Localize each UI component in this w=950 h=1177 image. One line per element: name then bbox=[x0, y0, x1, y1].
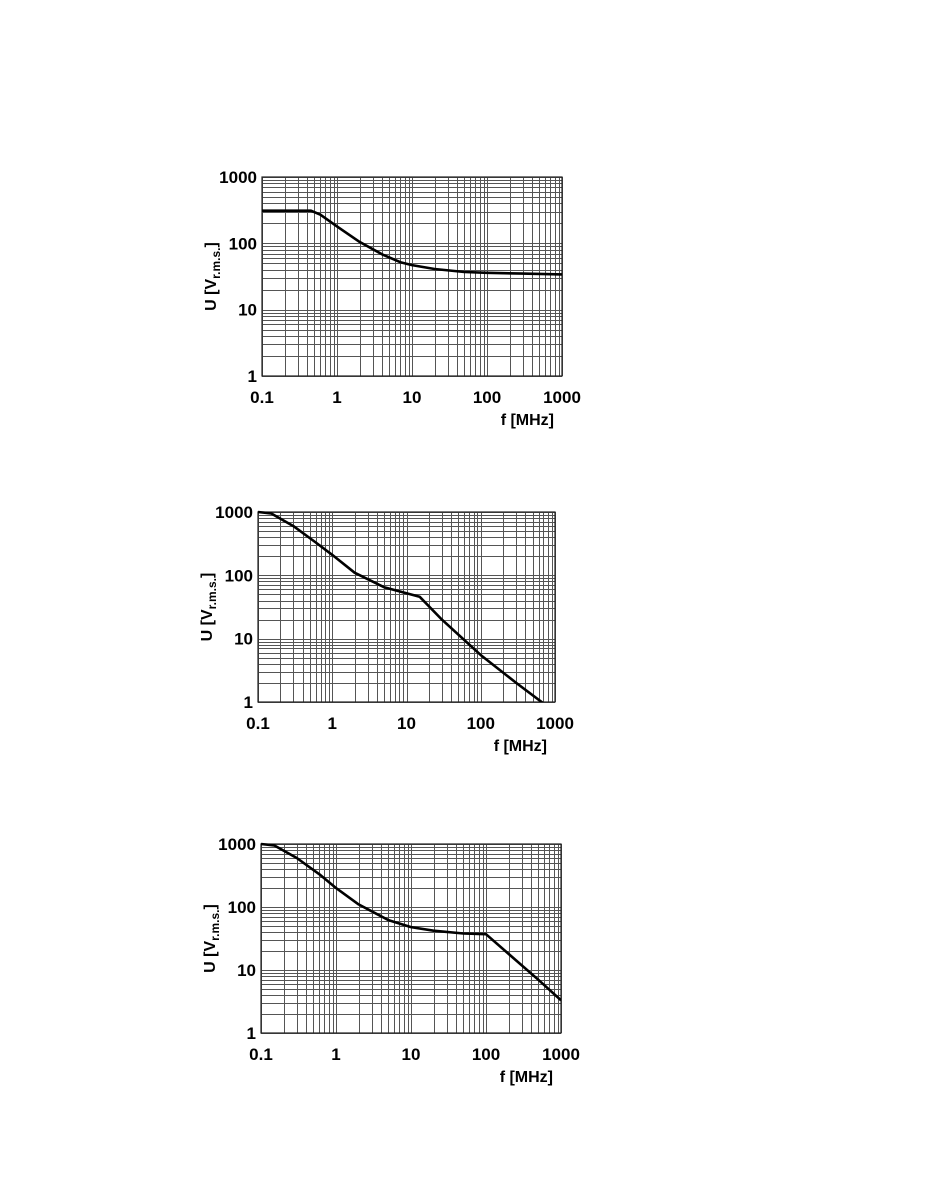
chart-3: 0.1 1 10 100 1000 1 10 100 1000 f [MHz] U [Vr.m.s.… bbox=[202, 835, 580, 1086]
chart-2: 0.1 1 10 100 1000 1 10 100 1000 f [MHz] U [Vr.m.s.… bbox=[199, 503, 574, 755]
plot-frame bbox=[257, 511, 556, 703]
x-tick-label: 1 bbox=[331, 1045, 340, 1064]
grid-lines bbox=[258, 512, 556, 703]
x-axis-label: f [MHz] bbox=[500, 1069, 553, 1086]
plot-frame bbox=[260, 843, 562, 1034]
y-axis-label: U [Vr.m.s.] bbox=[202, 904, 222, 973]
y-axis-label: U [Vr.m.s.] bbox=[203, 242, 223, 311]
y-tick-label: 1000 bbox=[219, 168, 257, 187]
chart-1: 0.1 1 10 100 1000 1 10 100 1000 f [MHz] U [Vr.m.s.… bbox=[203, 168, 581, 429]
series-line-1 bbox=[261, 842, 561, 1002]
x-tick-label: 10 bbox=[403, 388, 422, 407]
y-tick-label: 100 bbox=[228, 898, 256, 917]
x-tick-label: 1000 bbox=[543, 388, 581, 407]
x-tick-label: 0.1 bbox=[249, 1045, 273, 1064]
x-tick-label: 1 bbox=[328, 714, 337, 733]
y-tick-label: 10 bbox=[237, 961, 256, 980]
series-line-1 bbox=[262, 209, 562, 276]
series-line-1 bbox=[258, 510, 544, 702]
grid-lines bbox=[262, 177, 563, 377]
y-tick-label: 1000 bbox=[215, 503, 253, 522]
x-tick-label: 0.1 bbox=[250, 388, 274, 407]
x-tick-label: 1000 bbox=[542, 1045, 580, 1064]
y-tick-label: 100 bbox=[229, 234, 257, 253]
x-axis-label: f [MHz] bbox=[494, 738, 547, 755]
y-tick-label: 10 bbox=[234, 630, 253, 649]
y-tick-label: 1000 bbox=[218, 835, 256, 854]
y-axis-label: U [Vr.m.s.] bbox=[199, 573, 219, 642]
y-tick-label: 1 bbox=[244, 693, 253, 712]
y-tick-label: 10 bbox=[238, 301, 257, 320]
y-tick-label: 100 bbox=[225, 566, 253, 585]
x-tick-label: 10 bbox=[397, 714, 416, 733]
x-tick-label: 100 bbox=[473, 388, 501, 407]
y-tick-label: 1 bbox=[248, 367, 257, 386]
y-tick-label: 1 bbox=[247, 1024, 256, 1043]
x-tick-label: 0.1 bbox=[246, 714, 270, 733]
x-tick-label: 1 bbox=[332, 388, 341, 407]
x-axis-label: f [MHz] bbox=[501, 412, 554, 429]
grid-lines bbox=[261, 844, 562, 1034]
x-tick-label: 1000 bbox=[536, 714, 574, 733]
plot-frame bbox=[261, 176, 563, 377]
x-tick-label: 10 bbox=[402, 1045, 421, 1064]
x-tick-label: 100 bbox=[472, 1045, 500, 1064]
x-tick-label: 100 bbox=[467, 714, 495, 733]
